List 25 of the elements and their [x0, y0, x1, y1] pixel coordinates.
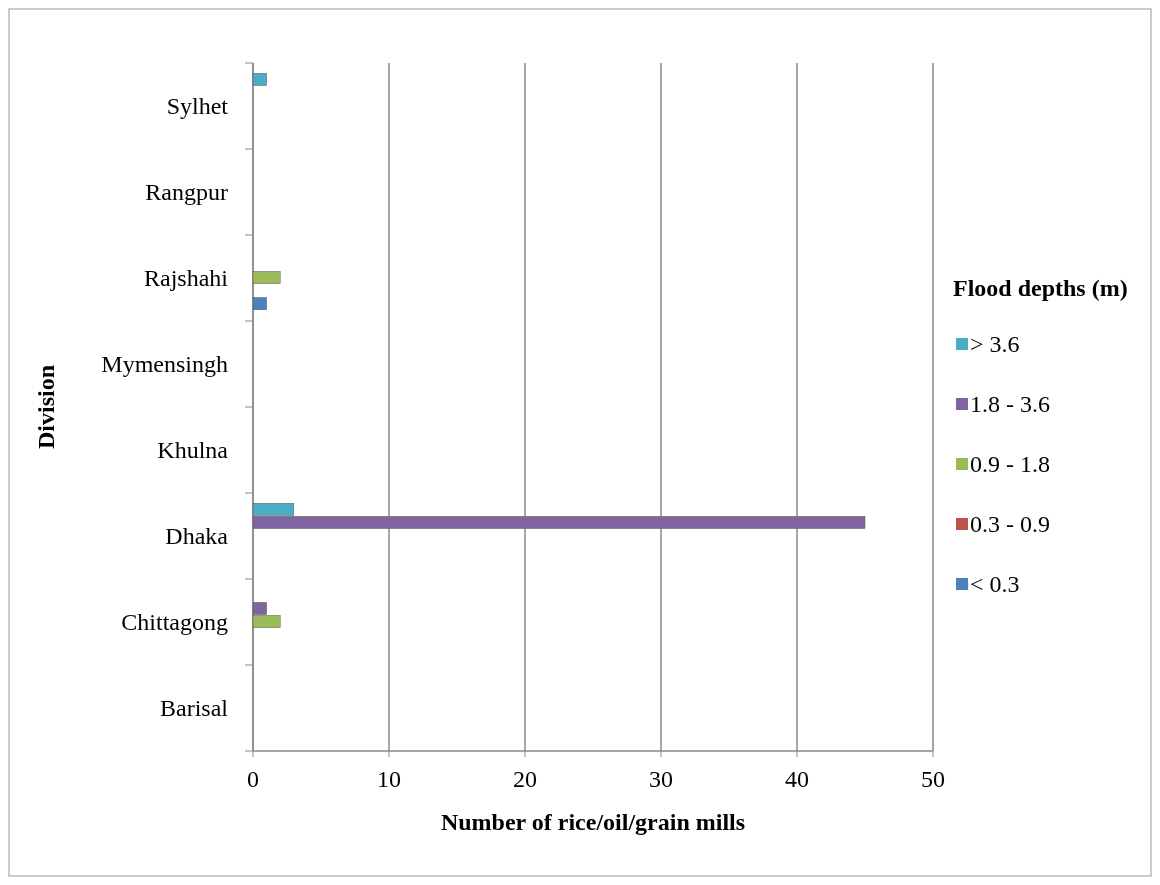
x-tick-label: 30 [649, 766, 673, 792]
bar [252, 297, 267, 310]
y-tick-label: Dhaka [165, 523, 229, 549]
x-tick-label: 20 [513, 766, 537, 792]
legend-label: 1.8 - 3.6 [970, 391, 1050, 417]
bar [252, 271, 281, 284]
y-tick-label: Chittagong [121, 609, 228, 635]
y-tick-label: Khulna [157, 437, 229, 463]
legend-label: > 3.6 [970, 331, 1020, 357]
y-tick-label: Barisal [160, 695, 229, 721]
y-tick-label: Rangpur [145, 179, 228, 205]
x-tick-label: 0 [247, 766, 259, 792]
y-tick-label: Sylhet [166, 93, 229, 119]
x-tick-label: 50 [921, 766, 945, 792]
x-axis-title: Number of rice/oil/grain mills [440, 809, 746, 835]
legend-label: 0.9 - 1.8 [970, 451, 1050, 477]
x-tick-label: 10 [377, 766, 401, 792]
y-tick-label: Mymensingh [101, 351, 228, 377]
y-axis-title: Division [33, 364, 59, 450]
legend-title: Flood depths (m) [953, 275, 1128, 301]
legend-label: 0.3 - 0.9 [970, 511, 1050, 537]
y-tick-label: Rajshahi [144, 265, 229, 291]
legend-label: < 0.3 [970, 571, 1020, 597]
x-tick-label: 40 [785, 766, 809, 792]
bar [252, 73, 267, 86]
